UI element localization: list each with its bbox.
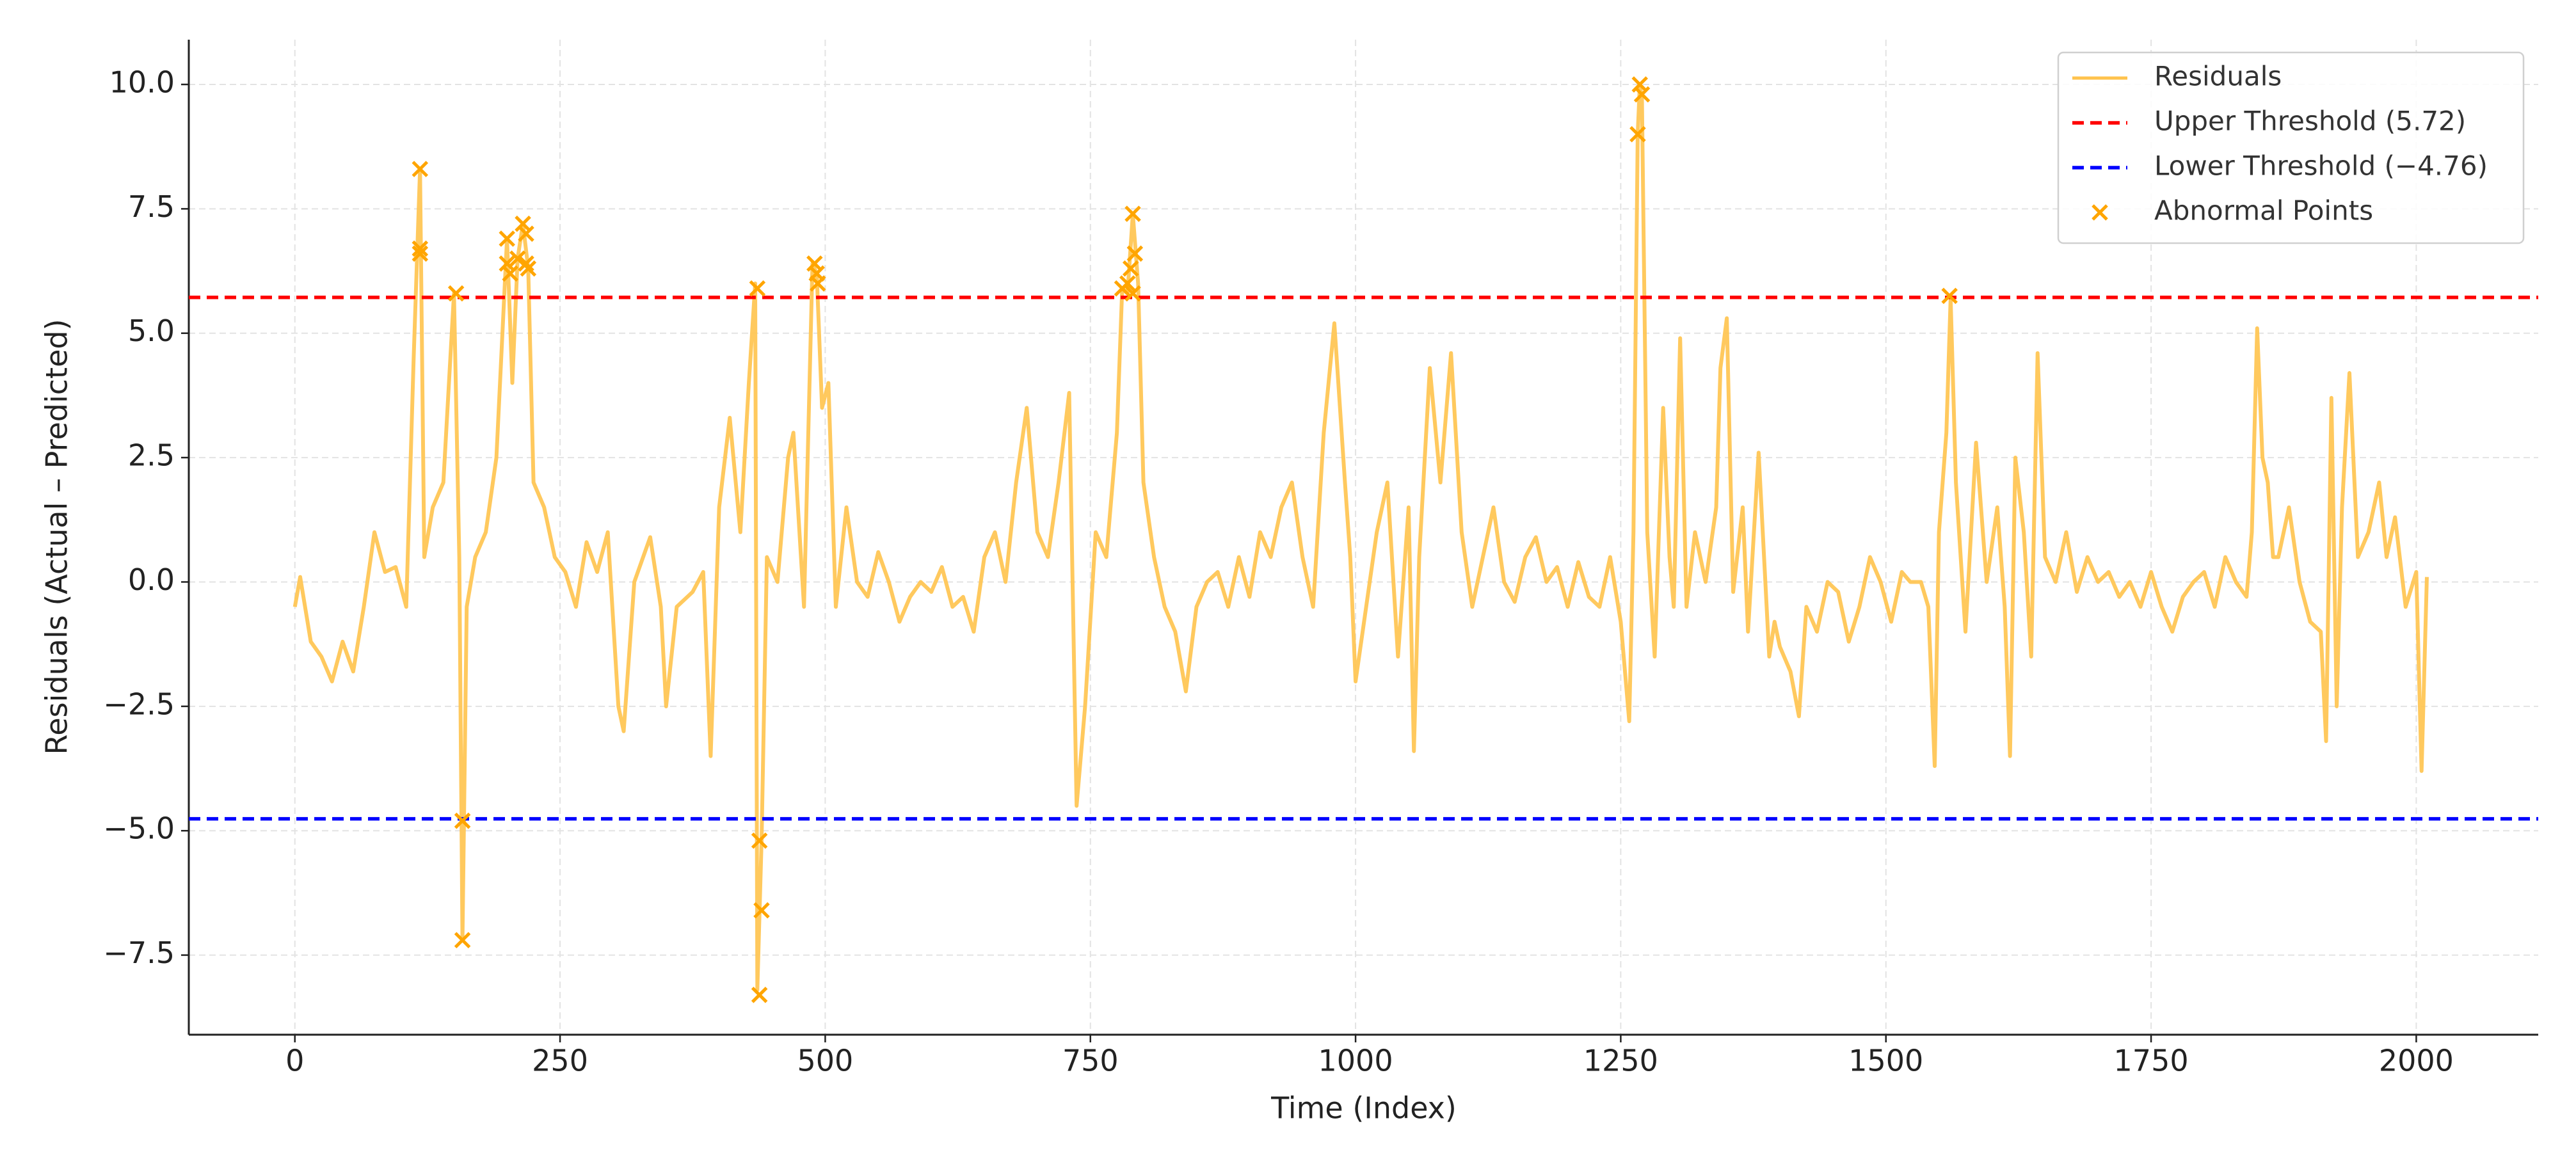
- abnormal-point: [1119, 275, 1136, 292]
- x-tick-label: 0: [285, 1044, 304, 1078]
- abnormal-point: [1126, 245, 1144, 262]
- abnormal-point: [454, 932, 471, 949]
- abnormal-point: [518, 225, 534, 242]
- abnormal-point: [810, 275, 826, 292]
- y-tick-label: 10.0: [109, 65, 175, 99]
- residual-line: [292, 82, 2429, 992]
- y-tick-label: −5.0: [103, 811, 175, 846]
- y-tick-label: −2.5: [103, 687, 175, 721]
- legend-marker: [2092, 204, 2108, 221]
- abnormal-point: [518, 255, 534, 272]
- x-tick-label: 2000: [2379, 1044, 2454, 1078]
- legend-label: Lower Threshold (−4.76): [2154, 150, 2488, 182]
- y-tick-label: 2.5: [128, 438, 175, 473]
- abnormal-point: [520, 260, 537, 277]
- y-axis-label: Residuals (Actual – Predicted): [40, 319, 74, 754]
- abnormal-point: [749, 280, 766, 297]
- abnormal-point: [499, 230, 515, 247]
- abnormal-point: [515, 215, 531, 232]
- legend-label: Abnormal Points: [2154, 195, 2373, 227]
- abnormal-point: [1122, 260, 1139, 277]
- legend-label: Upper Threshold (5.72): [2154, 106, 2466, 137]
- abnormal-point: [1629, 125, 1646, 143]
- legend-label: Residuals: [2154, 61, 2282, 92]
- abnormal-point: [502, 265, 518, 282]
- abnormal-point: [447, 285, 465, 302]
- abnormal-point: [751, 987, 768, 1003]
- x-tick-label: 750: [1062, 1044, 1119, 1078]
- x-tick-label: 1500: [1848, 1044, 1923, 1078]
- abnormal-point: [412, 240, 429, 257]
- legend-box: [2057, 51, 2525, 244]
- abnormal-point: [1633, 86, 1651, 103]
- y-tick-label: 0.0: [128, 562, 175, 597]
- abnormal-point: [499, 255, 515, 272]
- x-axis-label: Time (Index): [1270, 1091, 1457, 1126]
- y-tick-label: 7.5: [128, 189, 175, 224]
- abnormal-point: [1941, 287, 1958, 305]
- y-tick-label: −7.5: [103, 936, 175, 970]
- abnormal-point: [1124, 205, 1141, 222]
- abnormal-point: [1124, 285, 1141, 302]
- abnormal-point: [412, 161, 429, 177]
- x-tick-label: 500: [797, 1044, 853, 1078]
- x-tick-label: 250: [532, 1044, 588, 1078]
- x-tick-label: 1250: [1583, 1044, 1658, 1078]
- abnormal-point: [412, 245, 429, 262]
- abnormal-point: [454, 812, 471, 829]
- x-tick-label: 1750: [2114, 1044, 2189, 1078]
- x-tick-label: 1000: [1318, 1044, 1393, 1078]
- y-tick-label: 5.0: [128, 314, 175, 348]
- abnormal-point: [753, 902, 770, 919]
- abnormal-point: [751, 832, 768, 849]
